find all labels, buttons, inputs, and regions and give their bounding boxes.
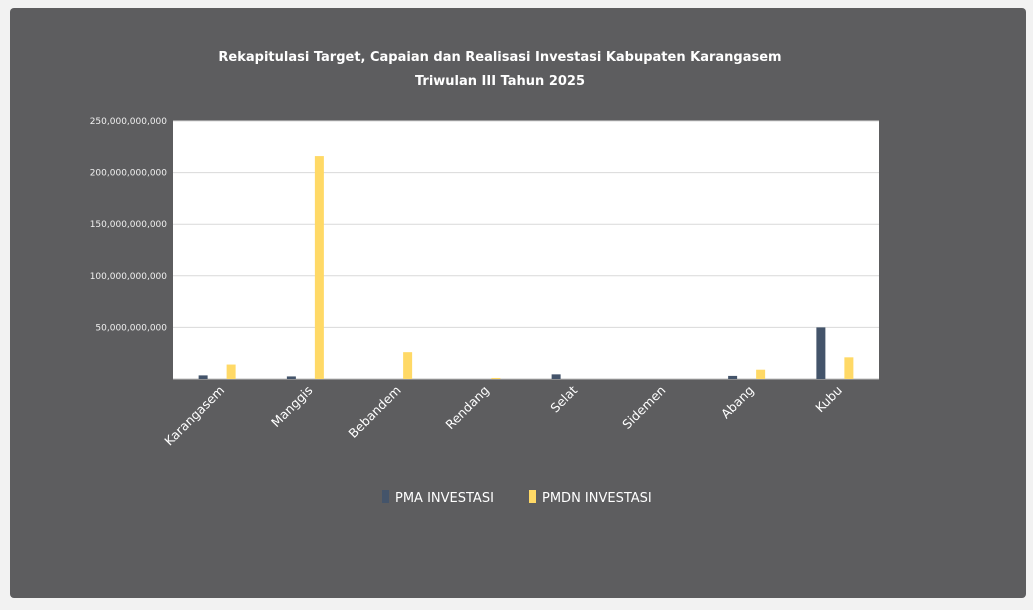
bar-pma-kubu xyxy=(816,327,826,379)
bar-pma-abang xyxy=(728,375,738,379)
x-category-label: Selat xyxy=(547,382,580,415)
legend-label-pmdn: PMDN INVESTASI xyxy=(542,491,652,506)
legend-swatch-pma xyxy=(382,490,389,503)
chart-title-line-1: Rekapitulasi Target, Capaian dan Realisa… xyxy=(218,50,781,65)
bar-pmdn-rendang xyxy=(491,377,501,379)
y-tick-label: 200,000,000,000 xyxy=(90,169,168,179)
x-axis-categories: Karangasem Manggis Bebandem Rendang Selat Sid… xyxy=(161,382,845,448)
x-category-label: Bebandem xyxy=(345,383,403,441)
x-category-label: Rendang xyxy=(442,383,492,433)
y-axis-ticks: 50,000,000,000 100,000,000,000 150,000,000… xyxy=(90,117,168,333)
chart-title-line-2: Triwulan III Tahun 2025 xyxy=(415,74,585,89)
bar-pma-manggis xyxy=(286,376,296,379)
bar-pma-selat xyxy=(551,374,561,379)
bars xyxy=(198,156,854,379)
plot-area xyxy=(173,121,879,379)
x-category-label: Karangasem xyxy=(161,383,227,449)
bar-pma-karangasem xyxy=(198,375,208,379)
x-category-label: Abang xyxy=(718,383,757,422)
y-tick-label: 250,000,000,000 xyxy=(90,117,168,127)
bar-pmdn-kubu xyxy=(844,357,854,379)
legend-label-pma: PMA INVESTASI xyxy=(395,491,494,506)
bar-chart: Rekapitulasi Target, Capaian dan Realisa… xyxy=(90,50,879,506)
y-tick-label: 50,000,000,000 xyxy=(95,323,167,333)
bar-pmdn-bebandem xyxy=(403,352,413,379)
y-tick-label: 150,000,000,000 xyxy=(90,220,168,230)
x-category-label: Sidemen xyxy=(619,383,668,432)
chart-card: Rekapitulasi Target, Capaian dan Realisa… xyxy=(10,8,1026,598)
x-category-label: Manggis xyxy=(268,383,316,431)
bar-pmdn-karangasem xyxy=(226,364,236,379)
bar-pmdn-manggis xyxy=(314,156,324,379)
legend-swatch-pmdn xyxy=(529,490,536,503)
x-category-label: Kubu xyxy=(812,383,845,416)
legend: PMA INVESTASI PMDN INVESTASI xyxy=(382,490,652,506)
y-tick-label: 100,000,000,000 xyxy=(90,272,168,282)
bar-pmdn-abang xyxy=(756,369,766,379)
